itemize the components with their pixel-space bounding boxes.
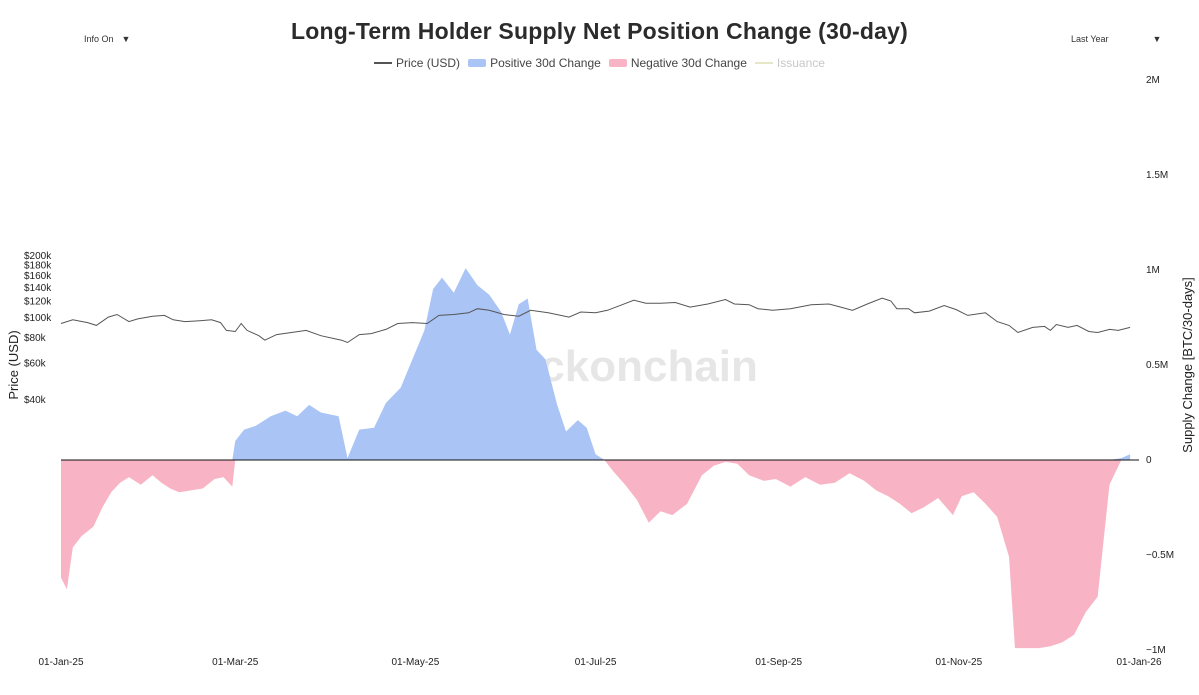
left-tick-label: $40k [24,395,47,406]
price-line[interactable] [60,297,1131,344]
right-tick-label: −0.5M [1146,550,1174,561]
info-toggle-label: Info On [84,34,114,44]
legend-swatch-negative [608,59,627,67]
left-tick-label: $80k [24,333,47,344]
chevron-down-icon: ▼ [121,34,131,44]
time-range-dropdown[interactable]: Last Year ▼ [1071,34,1161,44]
legend-item-issuance[interactable]: Issuance [754,56,825,70]
time-range-label: Last Year [1071,34,1109,44]
left-tick-label: $140k [24,283,52,294]
x-tick-label: 01-Nov-25 [935,657,982,668]
left-tick-label: $120k [24,297,52,308]
right-tick-label: 1M [1146,265,1160,276]
legend-item-positive[interactable]: Positive 30d Change [468,56,601,70]
left-tick-label: $160k [24,271,52,282]
right-tick-label: −1M [1146,645,1166,656]
x-tick-label: 01-Sep-25 [755,657,802,668]
right-tick-label: 1.5M [1146,170,1168,181]
left-axis-title: Price (USD) [6,330,21,399]
legend-item-negative[interactable]: Negative 30d Change [608,56,747,70]
legend-swatch-issuance [754,62,773,64]
left-tick-label: $200k [24,251,52,262]
right-tick-label: 0.5M [1146,360,1168,371]
right-tick-label: 2M [1146,75,1160,86]
chevron-down-icon: ▼ [1152,34,1162,44]
right-axis-title: Supply Change [BTC/30-days] [1180,277,1195,453]
legend-label-positive: Positive 30d Change [490,56,601,70]
x-tick-label: 01-Jul-25 [575,657,617,668]
negative-change-area[interactable] [61,460,1131,649]
chart-legend: Price (USD) Positive 30d Change Negative… [0,56,1199,70]
legend-swatch-positive [468,59,487,67]
left-tick-label: $60k [24,359,47,370]
x-tick-label: 01-May-25 [392,657,440,668]
x-tick-label: 01-Jan-25 [38,657,83,668]
legend-label-price: Price (USD) [396,56,461,70]
x-tick-label: 01-Jan-26 [1116,657,1161,668]
legend-item-price[interactable]: Price (USD) [374,56,460,70]
legend-label-negative: Negative 30d Change [630,56,747,70]
left-tick-label: $180k [24,261,52,272]
legend-swatch-price [374,62,393,64]
legend-label-issuance: Issuance [776,56,825,70]
x-tick-label: 01-Mar-25 [212,657,259,668]
chart-title: Long-Term Holder Supply Net Position Cha… [291,18,908,44]
info-toggle-dropdown[interactable]: Info On ▼ [84,34,130,44]
right-tick-label: 0 [1146,455,1152,466]
left-tick-label: $100k [24,313,52,324]
